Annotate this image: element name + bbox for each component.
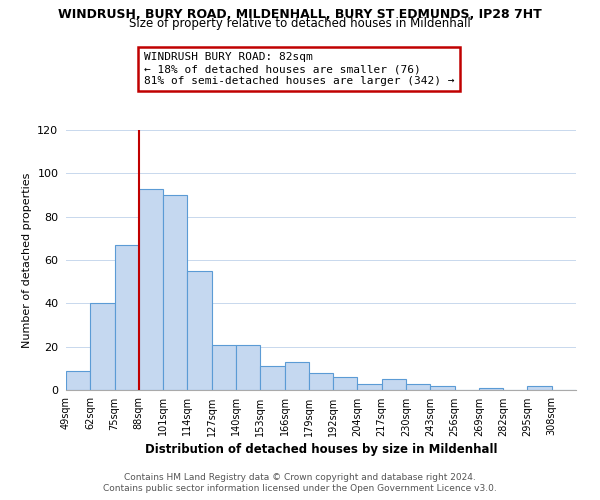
Text: WINDRUSH BURY ROAD: 82sqm
← 18% of detached houses are smaller (76)
81% of semi-: WINDRUSH BURY ROAD: 82sqm ← 18% of detac… — [144, 52, 455, 86]
Bar — [406, 384, 430, 390]
Text: Contains public sector information licensed under the Open Government Licence v3: Contains public sector information licen… — [103, 484, 497, 493]
Bar — [284, 362, 309, 390]
Text: WINDRUSH, BURY ROAD, MILDENHALL, BURY ST EDMUNDS, IP28 7HT: WINDRUSH, BURY ROAD, MILDENHALL, BURY ST… — [58, 8, 542, 20]
Bar — [430, 386, 455, 390]
Bar — [309, 372, 333, 390]
Bar — [479, 388, 503, 390]
Bar — [382, 379, 406, 390]
Bar — [236, 344, 260, 390]
Bar — [163, 195, 187, 390]
Bar — [187, 271, 212, 390]
Bar — [358, 384, 382, 390]
Bar — [90, 304, 115, 390]
Text: Size of property relative to detached houses in Mildenhall: Size of property relative to detached ho… — [129, 18, 471, 30]
Text: Distribution of detached houses by size in Mildenhall: Distribution of detached houses by size … — [145, 442, 497, 456]
Bar — [260, 366, 284, 390]
Bar — [139, 188, 163, 390]
Bar — [212, 344, 236, 390]
Bar — [527, 386, 552, 390]
Y-axis label: Number of detached properties: Number of detached properties — [22, 172, 32, 348]
Bar — [333, 377, 358, 390]
Bar — [115, 245, 139, 390]
Bar — [66, 370, 90, 390]
Text: Contains HM Land Registry data © Crown copyright and database right 2024.: Contains HM Land Registry data © Crown c… — [124, 472, 476, 482]
